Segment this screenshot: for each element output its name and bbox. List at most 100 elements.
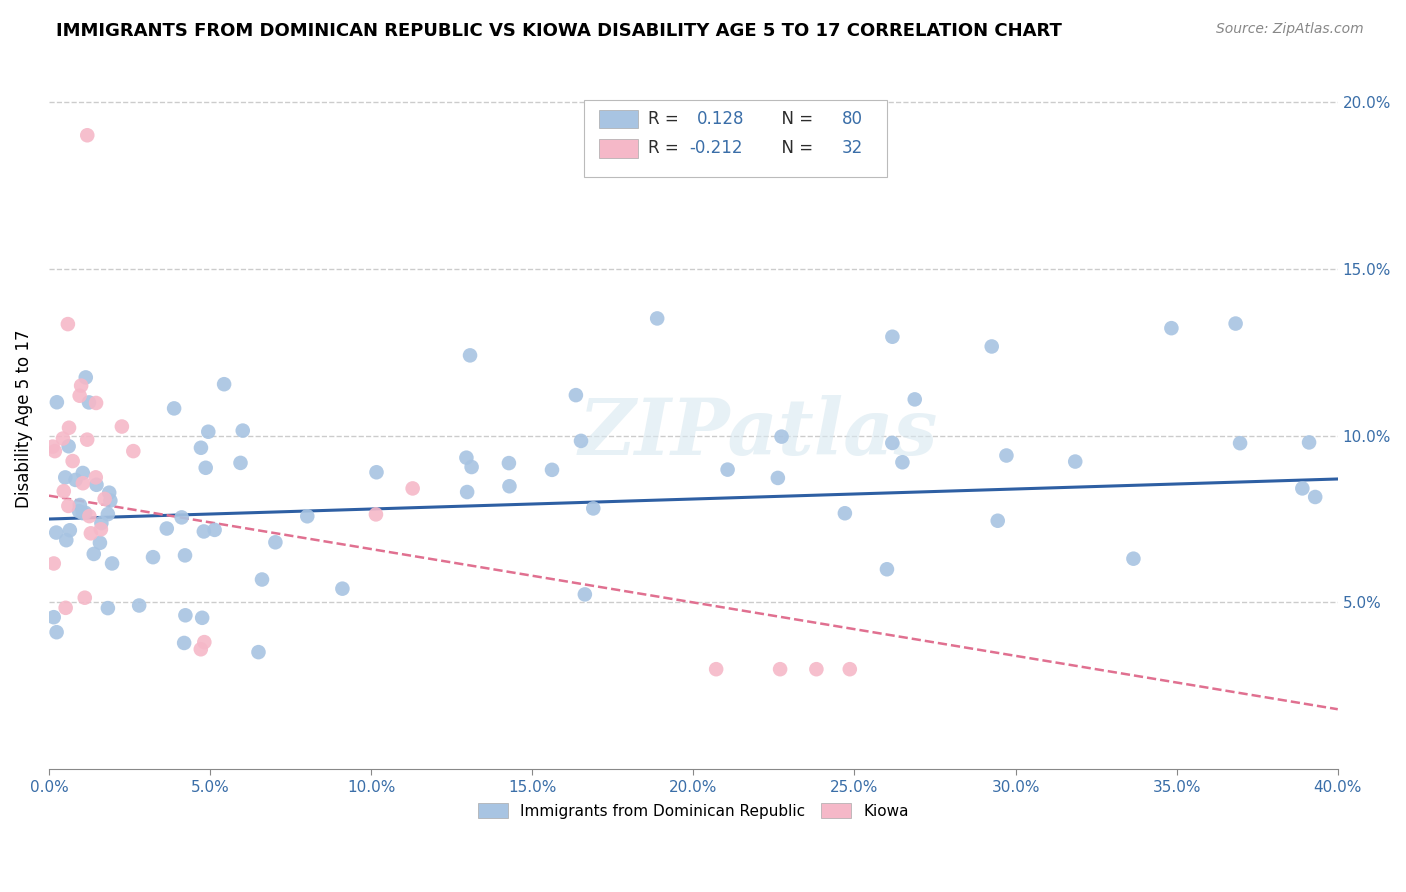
Point: [86, 477, 108, 491]
Point: [456, 450, 478, 465]
Text: 80: 80: [842, 110, 862, 128]
Point: [98, 493, 121, 508]
Point: [1298, 435, 1320, 450]
Text: R =: R =: [648, 110, 685, 128]
Text: N =: N =: [770, 110, 818, 128]
Point: [72, 506, 94, 520]
Point: [716, 462, 738, 476]
Point: [56, 317, 79, 331]
Point: [122, 444, 145, 458]
Point: [876, 562, 898, 576]
Point: [101, 557, 124, 571]
Point: [83, 547, 105, 561]
Point: [42, 557, 65, 571]
Point: [264, 535, 287, 549]
Point: [52, 432, 75, 446]
Point: [229, 456, 252, 470]
Point: [766, 471, 789, 485]
Point: [1291, 482, 1313, 496]
Point: [1303, 490, 1326, 504]
Point: [45, 525, 67, 540]
Text: ZIPatlas: ZIPatlas: [578, 394, 938, 471]
Point: [891, 455, 914, 469]
Point: [59, 523, 82, 537]
Point: [204, 523, 226, 537]
Point: [128, 599, 150, 613]
Point: [232, 424, 254, 438]
Point: [174, 549, 197, 563]
Text: N =: N =: [770, 139, 818, 157]
Point: [574, 587, 596, 601]
Point: [806, 662, 828, 676]
Point: [332, 582, 354, 596]
Point: [247, 645, 270, 659]
Legend: Immigrants from Dominican Republic, Kiowa: Immigrants from Dominican Republic, Kiow…: [471, 797, 915, 825]
Point: [250, 573, 273, 587]
Point: [193, 524, 215, 539]
Y-axis label: Disability Age 5 to 17: Disability Age 5 to 17: [15, 330, 32, 508]
Point: [980, 339, 1002, 353]
Point: [190, 642, 212, 657]
Point: [174, 608, 197, 623]
Point: [73, 591, 96, 605]
FancyBboxPatch shape: [599, 139, 638, 158]
Point: [569, 434, 592, 448]
Point: [97, 601, 120, 615]
Point: [75, 370, 97, 384]
FancyBboxPatch shape: [583, 100, 887, 178]
Point: [838, 662, 860, 676]
Text: Source: ZipAtlas.com: Source: ZipAtlas.com: [1216, 22, 1364, 37]
Point: [62, 454, 84, 468]
Point: [366, 465, 388, 479]
Point: [93, 491, 115, 506]
Text: 0.128: 0.128: [697, 110, 745, 128]
Point: [156, 522, 179, 536]
Point: [75, 506, 97, 520]
Point: [995, 449, 1018, 463]
Point: [1064, 454, 1087, 468]
Point: [89, 536, 111, 550]
Point: [987, 514, 1010, 528]
Point: [58, 499, 80, 513]
Point: [582, 501, 605, 516]
Point: [53, 470, 76, 484]
Point: [69, 389, 91, 403]
Point: [1122, 551, 1144, 566]
Point: [1160, 321, 1182, 335]
Point: [197, 425, 219, 439]
Point: [645, 311, 668, 326]
Point: [193, 635, 215, 649]
Point: [498, 456, 520, 470]
Point: [41, 440, 63, 454]
Point: [77, 395, 100, 409]
Point: [212, 377, 235, 392]
Point: [904, 392, 927, 407]
Point: [76, 128, 98, 143]
Point: [52, 484, 75, 499]
Point: [44, 444, 66, 458]
Point: [194, 460, 217, 475]
Point: [72, 476, 94, 491]
Point: [882, 436, 904, 450]
Point: [98, 485, 121, 500]
Text: 32: 32: [842, 139, 863, 157]
Point: [97, 507, 120, 521]
Point: [58, 421, 80, 435]
Point: [65, 473, 87, 487]
Point: [541, 463, 564, 477]
Point: [45, 625, 67, 640]
Point: [498, 479, 520, 493]
Point: [460, 460, 482, 475]
Point: [79, 509, 101, 524]
Point: [142, 550, 165, 565]
Point: [55, 533, 77, 548]
Point: [1229, 436, 1251, 450]
Point: [80, 526, 103, 541]
Text: IMMIGRANTS FROM DOMINICAN REPUBLIC VS KIOWA DISABILITY AGE 5 TO 17 CORRELATION C: IMMIGRANTS FROM DOMINICAN REPUBLIC VS KI…: [56, 22, 1062, 40]
Point: [90, 516, 112, 530]
Text: -0.212: -0.212: [689, 139, 742, 157]
Point: [834, 506, 856, 520]
Point: [70, 378, 93, 392]
Point: [55, 600, 77, 615]
Point: [84, 396, 107, 410]
